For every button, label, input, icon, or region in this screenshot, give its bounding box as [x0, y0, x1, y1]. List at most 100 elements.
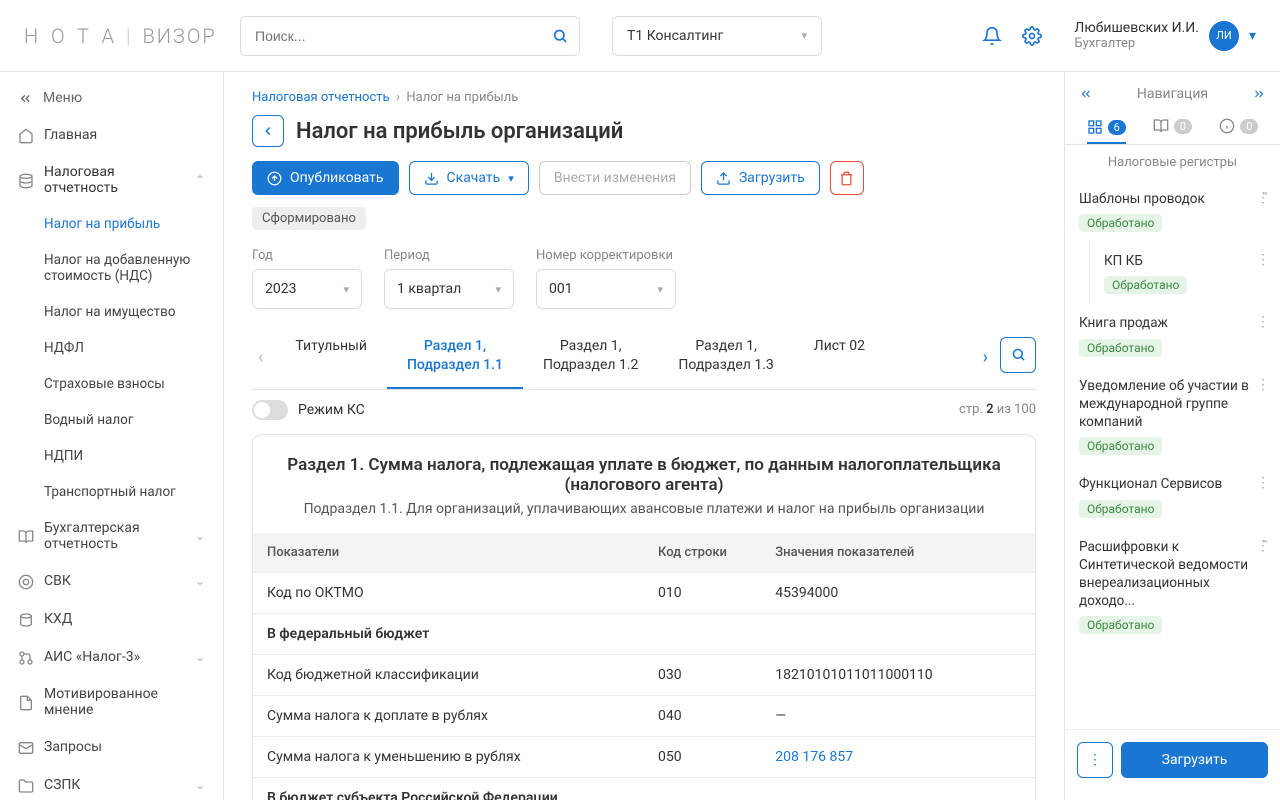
select-value: 1 квартал [397, 281, 461, 297]
rb-section-title: Налоговые регистры [1065, 145, 1280, 180]
tab-next[interactable]: › [977, 347, 994, 368]
tab-prev[interactable]: ‹ [252, 347, 269, 368]
link-value[interactable]: 208 176 857 [775, 749, 853, 765]
rb-item-title: Функционал Сервисов [1079, 475, 1266, 493]
button-label: Загрузить [739, 170, 805, 186]
status-chip: Обработано [1104, 276, 1187, 294]
section-subtitle: Подраздел 1.1. Для организаций, уплачива… [277, 501, 1011, 517]
table-row: Сумма налога к уменьшению в рублях050208… [253, 736, 1035, 777]
cell: — [761, 695, 1035, 736]
rb-item[interactable]: Расшифровки к Синтетической ведомости вн… [1075, 528, 1270, 645]
sidebar-item-accounting[interactable]: Бухгалтерская отчетность ⌄ [0, 510, 223, 562]
tab-section-1-3[interactable]: Раздел 1,Подраздел 1.3 [658, 327, 793, 389]
badge-registers[interactable]: 6 [1087, 118, 1126, 144]
sidebar-sub-property[interactable]: Налог на имущество [44, 294, 223, 330]
publish-button[interactable]: Опубликовать [252, 161, 399, 195]
cell: 208 176 857 [761, 736, 1035, 777]
back-button[interactable] [252, 115, 284, 147]
toggle[interactable] [252, 400, 288, 420]
sidebar-sub-water[interactable]: Водный налог [44, 402, 223, 438]
rb-item[interactable]: Уведомление об участии в международной г… [1075, 367, 1270, 466]
tabs: Титульный Раздел 1,Подраздел 1.1 Раздел … [275, 327, 970, 389]
tab-sheet-02[interactable]: Лист 02 [794, 327, 885, 389]
rb-item-title: Уведомление об участии в международной г… [1079, 377, 1266, 432]
sidebar-item-khd[interactable]: КХД [0, 600, 223, 638]
sidebar-sub-insurance[interactable]: Страховые взносы [44, 366, 223, 402]
more-icon[interactable]: ⋮ [1256, 252, 1270, 268]
org-select[interactable]: Т1 Консалтинг ▾ [612, 16, 822, 56]
logo-part-1: Н О Т А [24, 24, 118, 48]
more-icon[interactable]: ⋮ [1256, 475, 1270, 491]
ks-mode-toggle[interactable]: Режим КС [252, 400, 365, 420]
select-value: 001 [549, 281, 573, 297]
tab-search-button[interactable] [1000, 337, 1036, 373]
chevron-down-icon: ⌄ [195, 529, 205, 543]
correction-select[interactable]: 001 ▾ [536, 269, 676, 309]
rb-item[interactable]: Шаблоны проводок ⌃ ⋮ Обработано [1075, 180, 1270, 242]
rb-item-title: Шаблоны проводок [1079, 190, 1266, 208]
mode-row: Режим КС стр. 2 из 100 [252, 400, 1036, 420]
toggle-label: Режим КС [298, 402, 365, 418]
rb-sub-item[interactable]: КП КБ ⋮ Обработано [1089, 242, 1270, 304]
sidebar-sub-ndfl[interactable]: НДФЛ [44, 330, 223, 366]
more-icon[interactable]: ⋮ [1256, 314, 1270, 330]
rb-item[interactable]: Функционал Сервисов ⋮ Обработано [1075, 465, 1270, 527]
tab-section-1-2[interactable]: Раздел 1,Подраздел 1.2 [523, 327, 658, 389]
badge-docs[interactable]: 0 [1153, 118, 1192, 134]
rb-item[interactable]: КП КБ ⋮ Обработано [1100, 242, 1270, 304]
sidebar-item-home[interactable]: Главная [0, 116, 223, 154]
logo-divider: | [126, 24, 134, 48]
chevron-down-icon: ▾ [508, 172, 514, 185]
breadcrumb-link[interactable]: Налоговая отчетность [252, 90, 390, 105]
cell: 050 [644, 736, 761, 777]
status-chip: Сформировано [252, 207, 366, 230]
sidebar-sub-transport[interactable]: Транспортный налог [44, 474, 223, 510]
delete-button[interactable] [830, 161, 864, 195]
menu-collapse[interactable]: Меню [0, 80, 223, 116]
sidebar-item-svk[interactable]: СВК ⌄ [0, 562, 223, 600]
org-select-value: Т1 Консалтинг [627, 28, 723, 44]
home-icon [18, 126, 34, 144]
button-label: Скачать [447, 170, 501, 186]
sidebar-sub-profit-tax[interactable]: Налог на прибыль [44, 206, 223, 242]
sidebar-item-ais[interactable]: АИС «Налог-3» ⌄ [0, 638, 223, 676]
search-icon[interactable] [552, 27, 568, 43]
badge-row: 6 0 0 [1065, 112, 1280, 145]
more-icon[interactable]: ⋮ [1256, 377, 1270, 393]
year-select[interactable]: 2023 ▾ [252, 269, 362, 309]
more-icon[interactable]: ⋮ [1256, 538, 1270, 554]
user-block[interactable]: Любишевских И.И. Бухгалтер ЛИ ▾ [1074, 20, 1256, 51]
collapse-right-icon[interactable] [1252, 86, 1266, 102]
sidebar-sub-ndpi[interactable]: НДПИ [44, 438, 223, 474]
more-icon[interactable]: ⋮ [1256, 190, 1270, 206]
section-head: Раздел 1. Сумма налога, подлежащая уплат… [253, 435, 1035, 533]
bell-icon[interactable] [982, 25, 1002, 46]
period-select[interactable]: 1 квартал ▾ [384, 269, 514, 309]
folder-icon [18, 776, 34, 794]
search-input[interactable] [240, 16, 580, 56]
user-role: Бухгалтер [1074, 36, 1199, 51]
rb-menu-button[interactable]: ⋮ [1077, 742, 1113, 778]
rb-item[interactable]: Книга продаж ⋮ Обработано [1075, 304, 1270, 366]
sidebar-item-tax-reporting[interactable]: Налоговая отчетность ⌃ [0, 154, 223, 206]
cell: В бюджет субъекта Российской Федерации [253, 777, 1035, 800]
gear-icon[interactable] [1022, 25, 1042, 46]
main-content: Налоговая отчетность › Налог на прибыль … [224, 72, 1064, 800]
pagination-current: 2 [986, 402, 993, 417]
sidebar-sub-vat[interactable]: Налог на добавленную стоимость (НДС) [44, 242, 223, 294]
tab-section-1-1[interactable]: Раздел 1,Подраздел 1.1 [387, 327, 523, 389]
doc-icon [18, 693, 34, 711]
sidebar-item-requests[interactable]: Запросы [0, 728, 223, 766]
sidebar: Меню Главная Налоговая отчетность ⌃ Нало… [0, 72, 224, 800]
sidebar-item-szpk[interactable]: СЗПК ⌄ [0, 766, 223, 800]
sidebar-item-opinion[interactable]: Мотивированное мнение [0, 676, 223, 728]
badge-info[interactable]: 0 [1219, 118, 1258, 134]
table-row: Код бюджетной классификации0301821010101… [253, 654, 1035, 695]
collapse-left-icon[interactable] [1079, 86, 1093, 102]
sidebar-item-label: Налог на добавленную стоимость (НДС) [44, 252, 205, 284]
rb-load-button[interactable]: Загрузить [1121, 742, 1268, 778]
upload-button[interactable]: Загрузить [701, 161, 820, 195]
tab-title[interactable]: Титульный [275, 327, 387, 389]
download-button[interactable]: Скачать ▾ [409, 161, 529, 195]
filter-period: Период 1 квартал ▾ [384, 248, 514, 309]
